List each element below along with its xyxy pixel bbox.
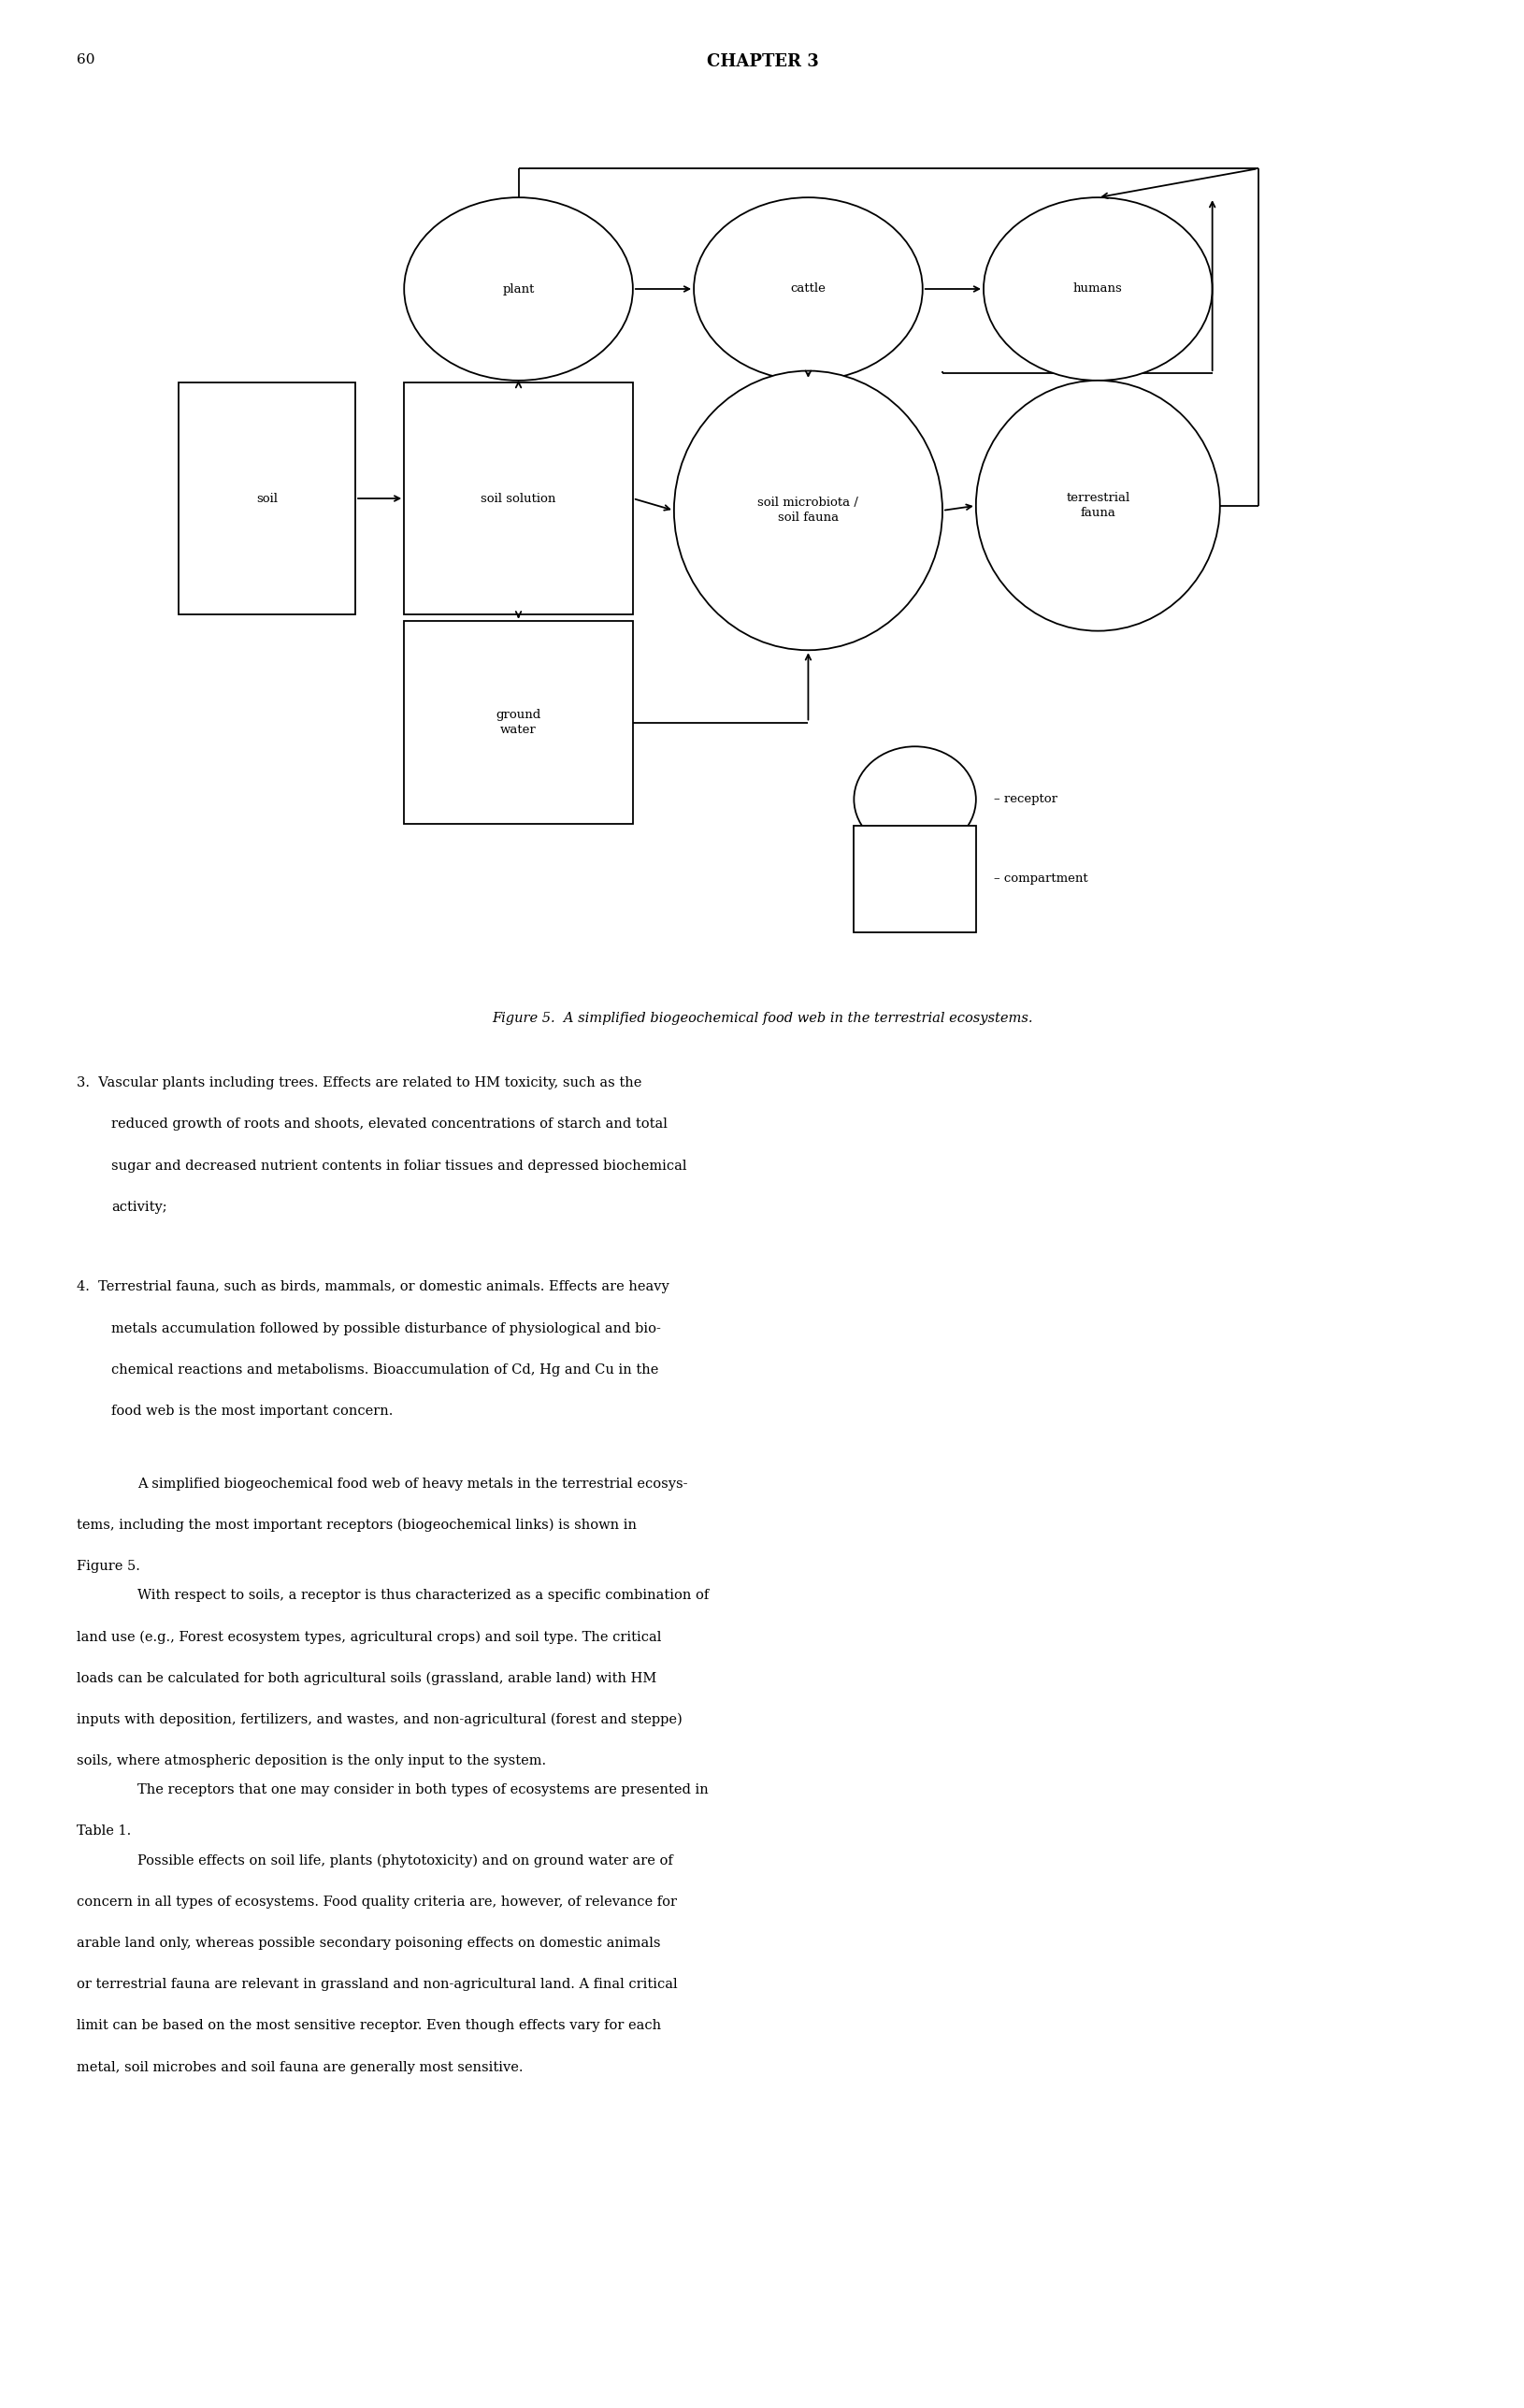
Text: CHAPTER 3: CHAPTER 3	[706, 53, 818, 70]
Text: limit can be based on the most sensitive receptor. Even though effects vary for : limit can be based on the most sensitive…	[76, 2020, 660, 2032]
Text: 3.  Vascular plants including trees. Effects are related to HM toxicity, such as: 3. Vascular plants including trees. Effe…	[76, 1076, 642, 1088]
Text: – compartment: – compartment	[994, 872, 1088, 886]
Ellipse shape	[853, 746, 975, 852]
Text: Table 1.: Table 1.	[76, 1825, 131, 1837]
Text: Figure 5.: Figure 5.	[76, 1560, 140, 1572]
Ellipse shape	[674, 371, 942, 650]
Bar	[178, 383, 355, 614]
Text: ground
water: ground water	[495, 708, 541, 737]
Text: loads can be calculated for both agricultural soils (grassland, arable land) wit: loads can be calculated for both agricul…	[76, 1671, 655, 1686]
Ellipse shape	[983, 197, 1212, 380]
Text: chemical reactions and metabolisms. Bioaccumulation of Cd, Hg and Cu in the: chemical reactions and metabolisms. Bioa…	[111, 1363, 658, 1377]
Bar	[404, 621, 632, 824]
Text: or terrestrial fauna are relevant in grassland and non-agricultural land. A fina: or terrestrial fauna are relevant in gra…	[76, 1977, 677, 1991]
Text: humans: humans	[1073, 282, 1122, 296]
Text: 60: 60	[76, 53, 94, 65]
Text: The receptors that one may consider in both types of ecosystems are presented in: The receptors that one may consider in b…	[137, 1784, 707, 1796]
Text: soil microbiota /
soil fauna: soil microbiota / soil fauna	[757, 496, 858, 525]
Text: soil solution: soil solution	[480, 491, 556, 506]
Text: 4.  Terrestrial fauna, such as birds, mammals, or domestic animals. Effects are : 4. Terrestrial fauna, such as birds, mam…	[76, 1281, 669, 1293]
Text: food web is the most important concern.: food web is the most important concern.	[111, 1404, 393, 1418]
Text: A simplified biogeochemical food web of heavy metals in the terrestrial ecosys-: A simplified biogeochemical food web of …	[137, 1476, 687, 1491]
Text: metals accumulation followed by possible disturbance of physiological and bio-: metals accumulation followed by possible…	[111, 1322, 660, 1334]
Ellipse shape	[404, 197, 632, 380]
Text: metal, soil microbes and soil fauna are generally most sensitive.: metal, soil microbes and soil fauna are …	[76, 2061, 523, 2073]
Text: With respect to soils, a receptor is thus characterized as a specific combinatio: With respect to soils, a receptor is thu…	[137, 1589, 709, 1601]
Text: cattle: cattle	[789, 282, 826, 296]
Text: reduced growth of roots and shoots, elevated concentrations of starch and total: reduced growth of roots and shoots, elev…	[111, 1117, 668, 1132]
Ellipse shape	[693, 197, 922, 380]
Text: – receptor: – receptor	[994, 792, 1058, 807]
Text: arable land only, whereas possible secondary poisoning effects on domestic anima: arable land only, whereas possible secon…	[76, 1936, 660, 1950]
Text: Figure 5.  A simplified biogeochemical food web in the terrestrial ecosystems.: Figure 5. A simplified biogeochemical fo…	[492, 1011, 1032, 1023]
Text: Possible effects on soil life, plants (phytotoxicity) and on ground water are of: Possible effects on soil life, plants (p…	[137, 1854, 672, 1866]
Text: terrestrial
fauna: terrestrial fauna	[1065, 491, 1129, 520]
Text: land use (e.g., Forest ecosystem types, agricultural crops) and soil type. The c: land use (e.g., Forest ecosystem types, …	[76, 1630, 660, 1645]
Text: sugar and decreased nutrient contents in foliar tissues and depressed biochemica: sugar and decreased nutrient contents in…	[111, 1158, 686, 1173]
Bar	[404, 383, 632, 614]
Text: soils, where atmospheric deposition is the only input to the system.: soils, where atmospheric deposition is t…	[76, 1755, 546, 1767]
Text: inputs with deposition, fertilizers, and wastes, and non-agricultural (forest an: inputs with deposition, fertilizers, and…	[76, 1712, 681, 1727]
Text: activity;: activity;	[111, 1202, 168, 1214]
Text: plant: plant	[501, 282, 535, 296]
Text: soil: soil	[256, 491, 277, 506]
Text: tems, including the most important receptors (biogeochemical links) is shown in: tems, including the most important recep…	[76, 1519, 636, 1531]
Text: concern in all types of ecosystems. Food quality criteria are, however, of relev: concern in all types of ecosystems. Food…	[76, 1895, 677, 1907]
Ellipse shape	[975, 380, 1219, 631]
Bar	[853, 826, 975, 932]
